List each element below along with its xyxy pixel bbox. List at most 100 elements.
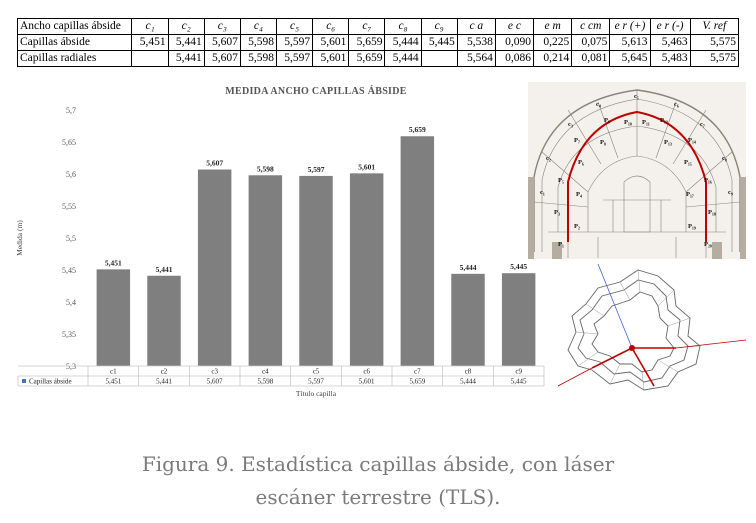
data-label: 5,445 [510,262,527,271]
table-cell: 5,598 [239,34,278,51]
bar-c3 [197,169,232,366]
table-cell: 5,441 [167,34,205,51]
plan-label: P₁₄ [688,137,696,144]
legend-label: Capillas ábside [29,378,72,386]
measurements-table: Ancho capillas ábside c₁ c₂ c₃ c₄ c₅ c₆ … [16,18,740,67]
table-cell: 5,441 [167,50,205,67]
x-category-label: c1 [110,368,117,376]
table-cell: 5,444 [384,34,422,51]
plan-label: P₁ [558,241,564,248]
table-header-cell: c₃ [203,18,241,35]
bar-chart: MEDIDA ANCHO CAPILLAS ÁBSIDE Medida (m) 5,… [12,82,550,412]
y-tick-label: 5,5 [66,234,76,243]
legend-marker [22,379,26,383]
caption-line-2: escáner terrestre (TLS). [255,485,501,509]
table-row-label: Capillas ábside [16,34,133,51]
table-cell: 5,613 [609,34,651,51]
plan-label: c₆ [674,101,679,108]
y-tick-label: 5,4 [66,298,76,307]
x-category-label: c4 [262,368,269,376]
table-cell [420,50,458,67]
table-cell: 5,598 [239,50,278,67]
plan-label: c₇ [700,121,705,128]
table-value-cell: 5,451 [105,378,121,386]
table-header-row: Ancho capillas ábside c₁ c₂ c₃ c₄ c₅ c₆ … [16,18,740,35]
plan-label: c₅ [634,93,639,100]
table-value-cell: 5,445 [511,378,527,386]
plan-label: P₃ [554,209,560,216]
table-cell: 5,597 [276,50,314,67]
table-row-label: Capillas radiales [16,50,133,67]
table-cell: 5,597 [276,34,314,51]
table-cell: 5,444 [384,50,422,67]
table-value-cell: 5,597 [308,378,324,386]
table-header-cell: c₈ [384,18,422,35]
plan-label: P₂ [574,223,580,230]
apse-plan-drawing: c₁ c₂ c₃ c₄ c₅ c₆ c₇ c₈ c₉ P₁ P₂ P₃ P₄ P… [528,82,746,259]
bar-c5 [299,175,333,366]
plan-hatching [528,177,746,259]
table-cell: 5,445 [420,34,458,51]
table-value-cell: 5,444 [460,378,476,386]
plan-label: P₁₅ [684,159,692,166]
plan-label: P₉ [604,117,610,124]
data-label: 5,601 [358,162,375,171]
data-label: 5,598 [257,164,274,173]
red-axis-lines [558,339,747,387]
plan-label: P₁₀ [624,119,632,126]
table-row: Capillas ábside 5,451 5,441 5,607 5,598 … [16,34,740,51]
y-tick-label: 5,45 [62,266,76,275]
plan-label: c₄ [596,101,601,108]
caption-line-1: Figura 9. Estadística capillas ábside, c… [141,452,615,476]
plan-labels: c₁ c₂ c₃ c₄ c₅ c₆ c₇ c₈ c₉ P₁ P₂ P₃ P₄ P… [540,93,733,248]
x-category-label: c2 [161,368,168,376]
table-header-cell: c₂ [167,18,205,35]
plan-label: P₆ [578,159,584,166]
plan-label: P₁₃ [664,139,672,146]
plan-label: P₁₂ [660,117,668,124]
chart-canvas: MEDIDA ANCHO CAPILLAS ÁBSIDE Medida (m) 5,… [15,85,545,398]
table-value-cell: 5,598 [257,378,273,386]
bar-c2 [147,275,181,366]
plan-label: P₇ [574,137,580,144]
bar-c8 [451,273,485,366]
plan-label: P₈ [600,139,606,146]
plan-label: c₃ [568,121,573,128]
table-cell: 0,214 [533,50,573,67]
table-header-cell: Ancho capillas ábside [16,18,133,35]
table-header-cell: c₅ [276,18,314,35]
table-header-cell: c cm [571,18,611,35]
center-point [629,345,635,351]
plan-linework [533,89,741,258]
table-cell: 5,538 [456,34,496,51]
floor-plan-drawing [558,263,747,391]
table-value-cell: 5,659 [409,378,425,386]
table-header-cell: c₆ [312,18,350,35]
table-cell: 5,659 [348,34,386,51]
table-cell: 0,090 [494,34,535,51]
plan-label: P₁₆ [704,177,712,184]
data-label: 5,607 [206,159,223,168]
y-axis-label: Medida (m) [15,220,24,256]
x-category-label: c8 [465,368,472,376]
data-label: 5,597 [308,165,325,174]
x-category-label: c7 [414,368,421,376]
table-cell: 5,607 [203,50,241,67]
plan-label: P₁₈ [708,209,716,216]
y-tick-label: 5,3 [66,362,76,371]
table-cell: 5,659 [348,50,386,67]
table-cell: 5,564 [456,50,496,67]
bar-c6 [349,173,384,366]
bar-c7 [400,136,435,366]
x-axis-label: Título capilla [296,389,337,398]
table-cell: 0,225 [533,34,573,51]
bar-c9 [501,273,536,366]
table-header-cell: c a [456,18,496,35]
table-cell: 5,601 [312,34,350,51]
chart-title: MEDIDA ANCHO CAPILLAS ÁBSIDE [225,85,407,97]
plan-label: P₁₁ [642,119,650,126]
table-row: Capillas radiales 5,441 5,607 5,598 5,59… [16,50,740,67]
data-label: 5,659 [409,125,426,134]
table-cell: 5,463 [649,34,691,51]
table-value-cell: 5,601 [359,378,375,386]
